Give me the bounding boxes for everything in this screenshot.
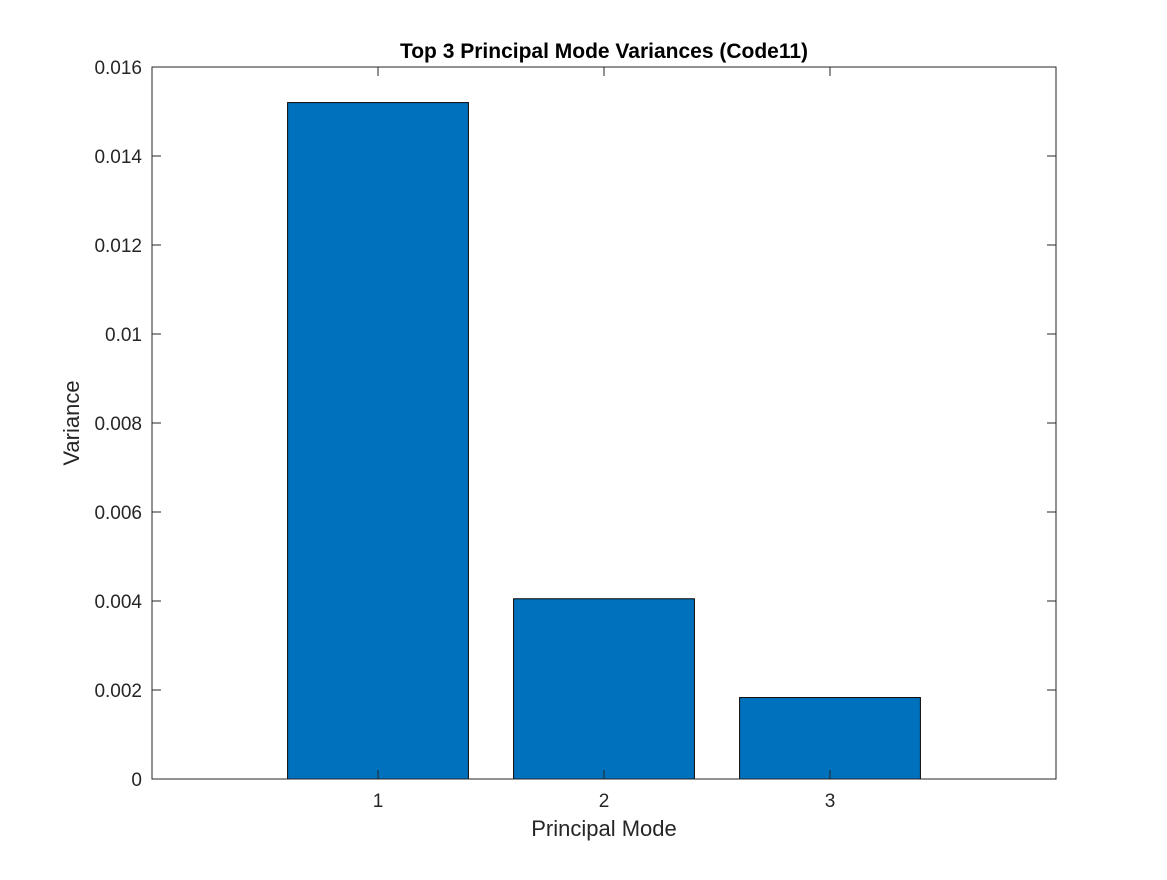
y-tick-label: 0.012 <box>94 236 142 257</box>
y-axis-label: Variance <box>59 380 84 465</box>
y-tick-label: 0.016 <box>94 58 142 79</box>
axes-box <box>151 66 1057 780</box>
chart-title: Top 3 Principal Mode Variances (Code11) <box>400 40 808 63</box>
x-axis-label: Principal Mode <box>531 816 677 841</box>
ticks-layer: 0 0.002 0.004 0.006 0.008 0.01 0.012 0.014 0.016… <box>94 58 1056 812</box>
y-tick-label: 0 <box>131 770 142 791</box>
y-tick-label: 0.006 <box>94 503 142 524</box>
y-tick-label: 0.008 <box>94 414 142 435</box>
y-tick-label: 0.01 <box>105 325 142 346</box>
bar-2 <box>513 598 695 780</box>
x-tick-label: 3 <box>825 791 836 812</box>
bars-layer <box>287 102 921 780</box>
y-tick-label: 0.004 <box>94 592 142 613</box>
x-tick-label: 2 <box>599 791 610 812</box>
x-tick-label: 1 <box>373 791 384 812</box>
y-tick-label: 0.002 <box>94 681 142 702</box>
bar-1 <box>287 102 469 780</box>
y-tick-label: 0.014 <box>94 147 142 168</box>
bar-3 <box>739 697 921 780</box>
